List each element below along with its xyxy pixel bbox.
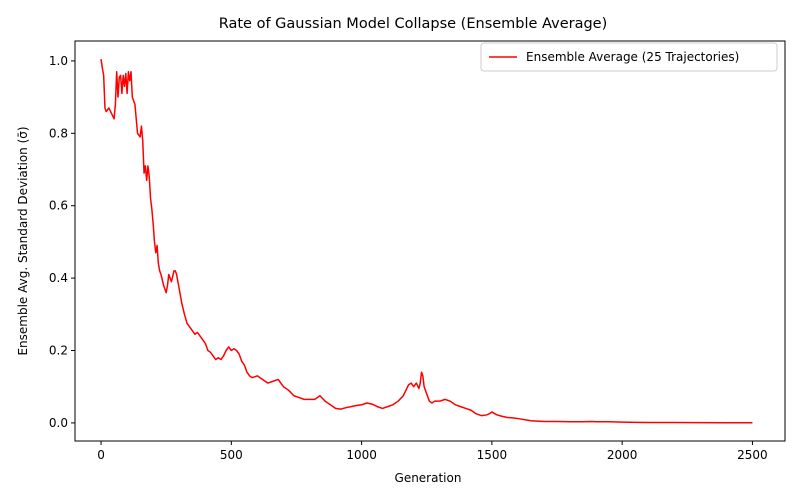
- y-tick-label: 0.2: [49, 344, 68, 358]
- legend-label: Ensemble Average (25 Trajectories): [526, 50, 739, 64]
- y-tick-label: 0.8: [49, 126, 68, 140]
- y-tick-label: 0.4: [49, 271, 68, 285]
- y-tick-label: 0.6: [49, 199, 68, 213]
- x-tick-label: 1000: [346, 448, 377, 462]
- legend: Ensemble Average (25 Trajectories): [480, 42, 778, 72]
- legend-box: [480, 42, 778, 72]
- y-tick-label: 1.0: [49, 54, 68, 68]
- y-axis-ticks: 0.0 0.2 0.4 0.6 0.8 1.0: [49, 54, 75, 430]
- plot-area: [74, 40, 786, 442]
- x-tick-label: 2500: [737, 448, 768, 462]
- x-tick-label: 0: [97, 448, 105, 462]
- x-tick-label: 1500: [477, 448, 508, 462]
- x-axis-ticks: 0 500 1000 1500 2000 2500: [97, 441, 768, 462]
- x-tick-label: 2000: [607, 448, 638, 462]
- y-tick-label: 0.0: [49, 416, 68, 430]
- chart-title: Rate of Gaussian Model Collapse (Ensembl…: [219, 16, 608, 32]
- series-line-ensemble-average: [100, 58, 753, 424]
- x-axis-label: Generation: [395, 471, 462, 485]
- x-tick-label: 500: [220, 448, 243, 462]
- y-axis-label: Ensemble Avg. Standard Deviation (σ̄): [16, 126, 30, 355]
- axes-frame: [74, 40, 786, 442]
